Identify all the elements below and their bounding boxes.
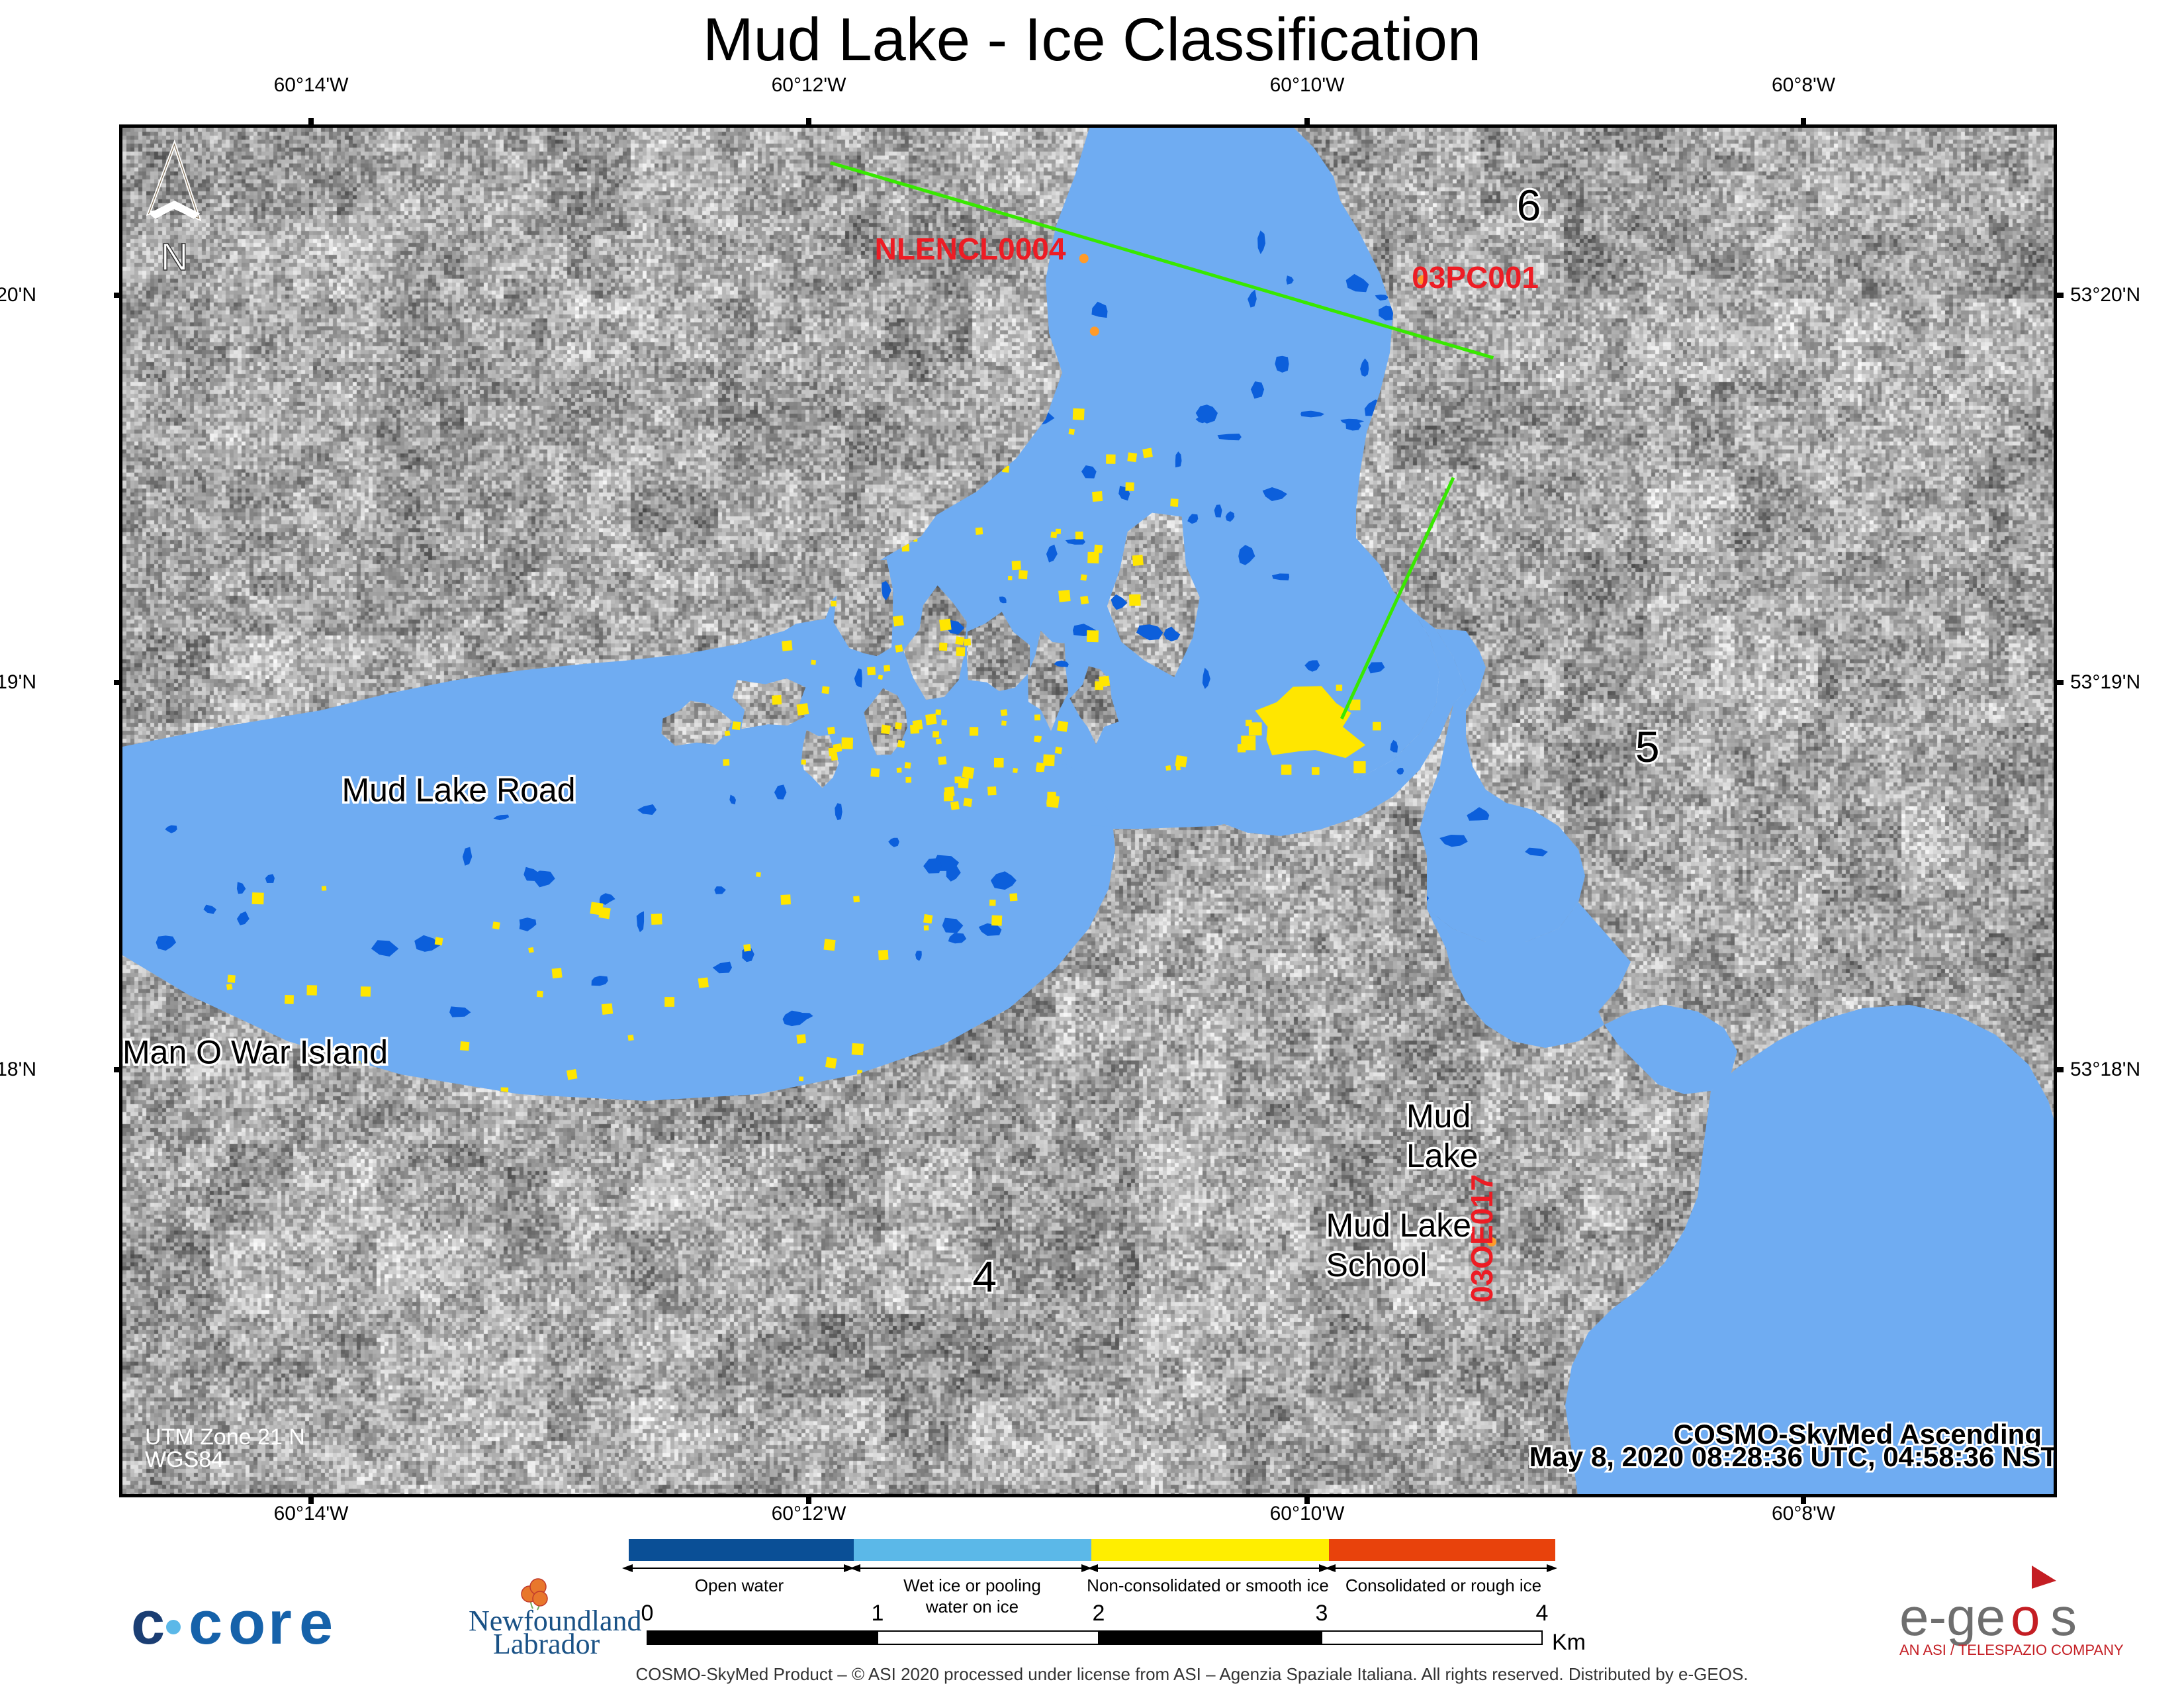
- svg-text:r: r: [268, 1589, 292, 1657]
- svg-text:2: 2: [1093, 1601, 1105, 1626]
- svg-text:o: o: [2011, 1587, 2040, 1646]
- svg-text:4: 4: [1536, 1601, 1549, 1626]
- svg-text:03PC001: 03PC001: [1412, 260, 1539, 295]
- svg-text:water on ice: water on ice: [925, 1597, 1019, 1617]
- svg-text:COSMO-SkyMed Product – © ASI 2: COSMO-SkyMed Product – © ASI 2020 proces…: [635, 1664, 1748, 1684]
- svg-text:6: 6: [1517, 181, 1541, 230]
- svg-text:e-ge: e-ge: [1899, 1587, 2005, 1646]
- svg-text:School: School: [1326, 1246, 1428, 1284]
- svg-text:c: c: [131, 1589, 165, 1657]
- svg-text:1: 1: [872, 1601, 884, 1626]
- svg-text:May 8, 2020 08:28:36 UTC, 04:5: May 8, 2020 08:28:36 UTC, 04:58:36 NST: [1529, 1441, 2057, 1472]
- svg-text:0: 0: [641, 1601, 654, 1626]
- svg-text:Wet ice or pooling: Wet ice or pooling: [903, 1575, 1041, 1595]
- svg-text:Man O War Island: Man O War Island: [122, 1034, 388, 1071]
- svg-text:AN ASI / TELESPAZIO COMPANY: AN ASI / TELESPAZIO COMPANY: [1899, 1642, 2124, 1658]
- svg-text:e: e: [299, 1589, 333, 1657]
- svg-text:5: 5: [1635, 722, 1660, 771]
- svg-text:UTM Zone 21 N: UTM Zone 21 N: [145, 1425, 305, 1450]
- svg-text:NLENCL0004: NLENCL0004: [875, 232, 1066, 266]
- svg-text:3: 3: [1316, 1601, 1328, 1626]
- svg-text:Mud Lake: Mud Lake: [1326, 1207, 1472, 1244]
- svg-text:4: 4: [972, 1252, 997, 1301]
- svg-text:Labrador: Labrador: [493, 1628, 600, 1660]
- svg-text:Non-consolidated or smooth ice: Non-consolidated or smooth ice: [1087, 1575, 1329, 1595]
- svg-text:c: c: [189, 1589, 222, 1657]
- svg-text:Mud: Mud: [1406, 1098, 1471, 1135]
- svg-text:WGS84: WGS84: [145, 1447, 224, 1472]
- svg-text:Lake: Lake: [1406, 1137, 1478, 1174]
- svg-text:Consolidated or rough ice: Consolidated or rough ice: [1345, 1575, 1541, 1595]
- svg-text:Km: Km: [1552, 1630, 1586, 1655]
- svg-text:Mud Lake Road: Mud Lake Road: [342, 772, 576, 809]
- svg-text:N: N: [161, 236, 189, 279]
- svg-text:Open water: Open water: [695, 1575, 784, 1595]
- svg-text:s: s: [2050, 1587, 2077, 1646]
